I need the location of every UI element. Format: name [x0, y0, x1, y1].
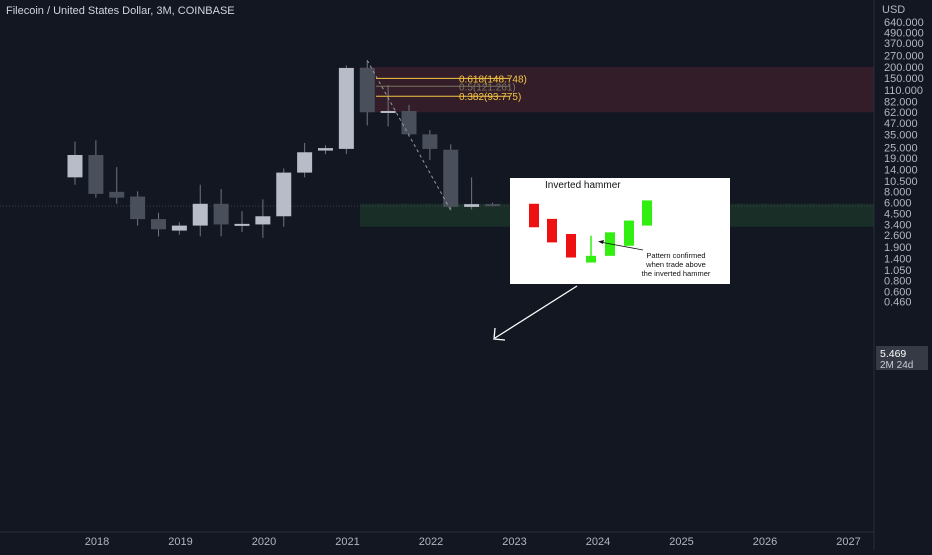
time-tick-label: 2027 [836, 536, 860, 548]
price-tick-label: 8.000 [884, 186, 912, 198]
inset-candle-green [642, 200, 652, 226]
candle-body [485, 204, 500, 207]
inset-note-arrowhead [598, 240, 604, 244]
price-tick-label: 1.400 [884, 254, 912, 266]
fib-level-label: 0.5(121.261) [459, 82, 516, 93]
price-tick-label: 110.000 [884, 85, 923, 97]
time-axis[interactable]: 2018 2019 2020 2021 2022 2023 2024 2025 2026 2027 [85, 536, 861, 548]
price-tick-label: 4.500 [884, 209, 912, 221]
price-tick-label: 270.000 [884, 50, 924, 62]
candle-body [297, 152, 313, 173]
price-tick-label: 62.000 [884, 107, 918, 119]
time-tick-label: 2024 [586, 536, 610, 548]
time-tick-label: 2021 [335, 536, 359, 548]
inset-candle-red [529, 203, 539, 228]
resistance-zone [360, 66, 874, 113]
time-tick-label: 2025 [669, 536, 693, 548]
fib-trend-line[interactable] [366, 60, 452, 211]
pointer-arrow-line[interactable] [494, 285, 578, 339]
price-tick-label: 0.460 [884, 297, 912, 309]
time-tick-label: 2026 [753, 536, 777, 548]
time-tick-label: 2019 [168, 536, 192, 548]
time-tick-label: 2022 [419, 536, 443, 548]
inset-candle-red [566, 234, 576, 258]
fib-level-label: 0.382(93.775) [459, 92, 521, 103]
candle-body [401, 110, 417, 135]
price-tick-label: 19.000 [884, 153, 918, 165]
current-price-badge: 5.469 2M 24d [876, 346, 928, 371]
candle-body [151, 219, 166, 230]
candle-body [318, 148, 333, 151]
candle-body [359, 67, 375, 113]
candle-body [443, 149, 459, 207]
candle-body [192, 203, 208, 226]
price-tick-label: 370.000 [884, 38, 924, 50]
price-axis[interactable]: 640.000490.000370.000270.000200.000150.0… [884, 17, 924, 309]
drawing-annotations[interactable] [493, 285, 578, 341]
inset-title: Inverted hammer [545, 180, 621, 191]
price-tick-label: 640.000 [884, 17, 924, 29]
current-price-value: 5.469 [880, 348, 906, 360]
price-tick-label: 14.000 [884, 165, 918, 177]
candle-countdown: 2M 24d [880, 360, 913, 371]
candle-body [276, 172, 292, 217]
price-tick-label: 25.000 [884, 142, 918, 154]
price-tick-label: 0.800 [884, 275, 912, 287]
price-tick-label: 2.600 [884, 230, 912, 242]
price-tick-label: 150.000 [884, 73, 924, 85]
candle-body [255, 216, 271, 225]
inset-panel [510, 178, 730, 284]
candle-body [380, 110, 396, 113]
candle-body [109, 191, 125, 198]
symbol-title: Filecoin / United States Dollar, 3M, COI… [6, 5, 235, 17]
candle-body [213, 203, 229, 225]
candle-body [234, 223, 250, 226]
price-tick-label: 490.000 [884, 27, 924, 39]
price-tick-label: 35.000 [884, 129, 918, 141]
inset-note-text: when trade above [645, 260, 706, 269]
price-tick-label: 1.900 [884, 242, 912, 254]
candle-body [338, 67, 354, 149]
time-tick-label: 2020 [252, 536, 276, 548]
price-tick-label: 0.600 [884, 286, 912, 298]
inset-candle-green [586, 255, 596, 263]
price-tick-label: 10.500 [884, 176, 918, 188]
candle-body [130, 196, 146, 220]
inset-note-text: Pattern confirmed [646, 251, 705, 260]
time-tick-label: 2023 [502, 536, 526, 548]
inset-note-pointer [599, 241, 644, 251]
inset-candle-red [547, 218, 557, 243]
fib-level-label: 0.618(148.748) [459, 74, 527, 85]
candle-body [422, 134, 438, 149]
time-tick-label: 2018 [85, 536, 109, 548]
candle-bodies [67, 67, 500, 231]
currency-label: USD [882, 4, 905, 16]
pointer-arrow-head [493, 327, 506, 341]
inset-candle-green [624, 220, 634, 246]
price-tick-label: 47.000 [884, 118, 918, 130]
candle-body [171, 225, 187, 231]
candle-body [88, 154, 104, 194]
price-tick-label: 200.000 [884, 62, 924, 74]
price-tick-label: 3.400 [884, 219, 912, 231]
price-tick-label: 1.050 [884, 265, 912, 277]
inset-note-text: the inverted hammer [642, 269, 711, 278]
fibonacci-retracement[interactable]: 0.618(148.748)0.5(121.261)0.382(93.775) [366, 60, 527, 211]
candle-body [464, 204, 480, 207]
price-tick-label: 6.000 [884, 197, 912, 209]
candle-body [67, 154, 83, 178]
current-price-badge-bg [876, 346, 928, 370]
price-tick-label: 82.000 [884, 96, 918, 108]
